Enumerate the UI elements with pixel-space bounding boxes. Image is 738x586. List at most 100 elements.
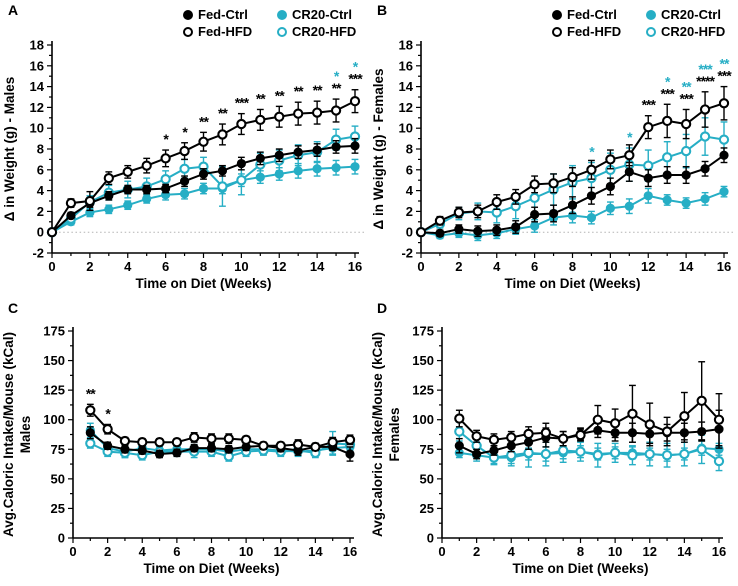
- significance-cyan: **: [682, 78, 692, 94]
- svg-text:50: 50: [51, 471, 65, 486]
- significance-black: ****: [696, 73, 715, 89]
- svg-text:2: 2: [406, 204, 413, 219]
- tick-marks: [68, 330, 351, 543]
- svg-text:14: 14: [679, 259, 694, 274]
- x-axis-title: Time on Diet (Weeks): [512, 561, 648, 576]
- svg-text:2: 2: [104, 544, 111, 559]
- svg-text:8: 8: [208, 544, 215, 559]
- axis-titles: Time on Diet (Weeks) Avg.Caloric Intake/M…: [1, 332, 280, 576]
- legend-item-fed-ctrl: Fed-Ctrl: [183, 7, 277, 22]
- panel-b-letter: B: [377, 2, 388, 18]
- svg-text:50: 50: [420, 471, 434, 486]
- x-axis-title: Time on Diet (Weeks): [143, 561, 279, 576]
- svg-text:14: 14: [30, 79, 45, 94]
- significance-black: **: [199, 113, 209, 129]
- svg-text:14: 14: [308, 544, 323, 559]
- significance-markers: * ******** ** ** ** ** *** ****: [163, 59, 364, 147]
- svg-text:2: 2: [473, 544, 480, 559]
- svg-text:14: 14: [310, 259, 325, 274]
- svg-text:6: 6: [37, 162, 44, 177]
- legend-item-cr20-hfd: CR20-HFD: [646, 24, 725, 39]
- significance-black: *: [182, 124, 188, 140]
- significance-black: **: [313, 82, 323, 98]
- legend-panel-b: Fed-Ctrl CR20-Ctrl Fed-HFD CR20-HFD: [552, 7, 725, 39]
- significance-markers: ************** ******* *****: [589, 56, 733, 160]
- series-fed-hfd: [85, 403, 356, 453]
- tick-labels: -2 0 2 4 6 8 10 12 14 16 18 0 2 4 6 8 10 12 14 16: [399, 38, 732, 275]
- svg-text:6: 6: [542, 544, 549, 559]
- legend-label-fed-ctrl: Fed-Ctrl: [567, 7, 617, 22]
- series-cr20-ctrl: [416, 185, 729, 242]
- legend-label-fed-hfd: Fed-HFD: [198, 24, 253, 39]
- axes: [441, 327, 723, 539]
- svg-text:8: 8: [569, 259, 576, 274]
- significance-cyan: *: [665, 73, 671, 89]
- svg-text:175: 175: [412, 324, 434, 339]
- svg-text:-2: -2: [32, 246, 44, 261]
- legend-item-cr20-hfd: CR20-HFD: [277, 24, 356, 39]
- panel-c: C 0 25 50 75 100 125 150 175 0 2 4 6 8 10 12 14 16 Time o…: [0, 293, 369, 586]
- svg-text:150: 150: [43, 353, 65, 368]
- legend-label-cr20-hfd: CR20-HFD: [661, 24, 726, 39]
- axis-titles: Time on Diet (Weeks) Δ in Weight (g) - Fe…: [371, 69, 641, 291]
- svg-text:6: 6: [406, 162, 413, 177]
- svg-text:6: 6: [173, 544, 180, 559]
- y-axis-title-line2: Females: [387, 407, 402, 461]
- svg-text:16: 16: [343, 544, 357, 559]
- significance-black: ***: [348, 71, 363, 87]
- significance-cyan: **: [720, 56, 730, 72]
- tick-marks: [437, 330, 720, 543]
- tick-marks: [416, 44, 725, 258]
- legend-panel-a: Fed-Ctrl CR20-Ctrl Fed-HFD CR20-HFD: [183, 7, 356, 39]
- svg-text:12: 12: [272, 259, 286, 274]
- svg-text:16: 16: [348, 259, 362, 274]
- significance-black: **: [332, 80, 342, 96]
- legend-item-cr20-ctrl: CR20-Ctrl: [646, 7, 721, 22]
- legend-row-2: Fed-HFD CR20-HFD: [552, 24, 725, 39]
- svg-text:0: 0: [417, 259, 424, 274]
- series-fed-hfd: [454, 361, 725, 447]
- tick-marks: [47, 44, 356, 258]
- significance-black: *: [105, 405, 111, 421]
- svg-text:8: 8: [37, 142, 44, 157]
- svg-text:100: 100: [43, 412, 65, 427]
- svg-text:2: 2: [86, 259, 93, 274]
- cr20-ctrl-marker-icon: [277, 9, 287, 20]
- svg-text:10: 10: [399, 121, 413, 136]
- significance-black: ***: [235, 95, 250, 111]
- svg-text:4: 4: [37, 183, 45, 198]
- svg-text:12: 12: [30, 100, 44, 115]
- svg-text:25: 25: [420, 501, 434, 516]
- svg-text:0: 0: [37, 225, 44, 240]
- significance-black: ***: [642, 97, 657, 113]
- significance-black: *: [163, 131, 169, 147]
- significance-cyan: *: [627, 129, 633, 145]
- svg-text:0: 0: [58, 531, 65, 546]
- legend-item-fed-hfd: Fed-HFD: [552, 24, 646, 39]
- svg-text:4: 4: [406, 183, 414, 198]
- svg-text:125: 125: [412, 383, 434, 398]
- svg-text:10: 10: [30, 121, 44, 136]
- legend-item-fed-ctrl: Fed-Ctrl: [552, 7, 646, 22]
- svg-text:6: 6: [531, 259, 538, 274]
- y-axis-title-line2: Males: [18, 416, 33, 454]
- svg-text:10: 10: [608, 544, 622, 559]
- panel-c-letter: C: [8, 300, 19, 316]
- significance-cyan: ***: [698, 61, 713, 77]
- chart-males-caloric-intake: 0 25 50 75 100 125 150 175 0 2 4 6 8 10 12 14 16 Time on …: [1, 324, 357, 577]
- axes: [72, 327, 354, 539]
- svg-text:10: 10: [234, 259, 248, 274]
- svg-text:10: 10: [603, 259, 617, 274]
- panel-b: B Fed-Ctrl CR20-Ctrl Fed-HFD: [369, 0, 738, 293]
- svg-text:4: 4: [124, 259, 132, 274]
- svg-text:16: 16: [712, 544, 726, 559]
- chart-males-weight: -2 0 2 4 6 8 10 12 14 16 18 0 2 4 6 8 10 12 14 16 Time on Di…: [2, 38, 365, 291]
- cr20-hfd-marker-icon: [277, 26, 287, 37]
- cr20-ctrl-marker-icon: [646, 9, 656, 20]
- significance-cyan: *: [589, 144, 595, 160]
- svg-text:125: 125: [43, 383, 65, 398]
- x-axis-title: Time on Diet (Weeks): [504, 276, 640, 291]
- svg-text:12: 12: [399, 100, 413, 115]
- svg-text:-2: -2: [401, 246, 413, 261]
- significance-black: **: [218, 105, 228, 121]
